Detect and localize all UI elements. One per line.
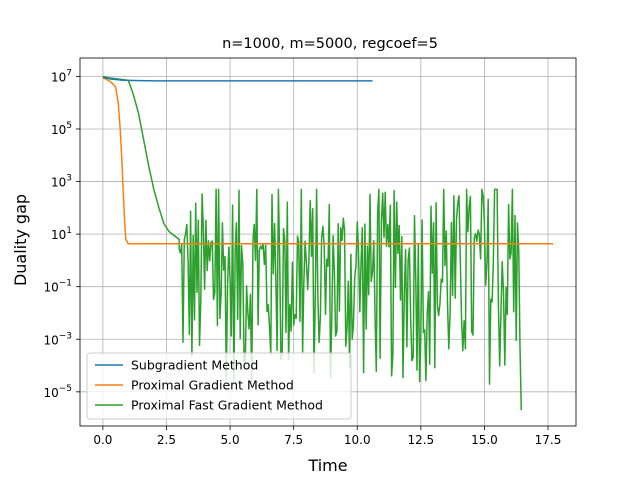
x-tick-label: 2.5 bbox=[157, 433, 176, 447]
x-tick-label: 0.0 bbox=[93, 433, 112, 447]
y-tick-label: 105 bbox=[51, 121, 72, 137]
legend-label: Proximal Fast Gradient Method bbox=[131, 398, 323, 413]
x-axis-title: Time bbox=[307, 456, 347, 475]
plot-frame bbox=[79, 57, 577, 427]
legend: Subgradient Method Proximal Gradient Meth… bbox=[86, 352, 352, 420]
x-tick-label: 12.5 bbox=[407, 433, 434, 447]
series-line-proximal-fast-gradient bbox=[102, 75, 523, 411]
series-line-proximal-gradient bbox=[102, 77, 554, 245]
series-line-subgradient bbox=[102, 76, 373, 82]
y-tick-label: 107 bbox=[51, 68, 72, 84]
x-tick-label: 15.0 bbox=[471, 433, 498, 447]
x-tick-label: 7.5 bbox=[284, 433, 303, 447]
y-tick-label: 10−1 bbox=[43, 279, 72, 295]
x-tick-label: 10.0 bbox=[344, 433, 371, 447]
legend-label: Proximal Gradient Method bbox=[131, 378, 294, 393]
y-tick-label: 101 bbox=[51, 226, 72, 242]
y-tick-label: 10−5 bbox=[43, 384, 72, 400]
x-tick-label: 17.5 bbox=[535, 433, 562, 447]
y-axis-title: Duality gap bbox=[11, 194, 30, 286]
legend-label: Subgradient Method bbox=[131, 358, 258, 373]
y-tick-label: 103 bbox=[51, 174, 72, 190]
y-tick-label: 10−3 bbox=[43, 331, 72, 347]
x-tick-label: 5.0 bbox=[221, 433, 240, 447]
legend-box bbox=[86, 352, 352, 420]
chart-title: n=1000, m=5000, regcoef=5 bbox=[222, 36, 438, 52]
